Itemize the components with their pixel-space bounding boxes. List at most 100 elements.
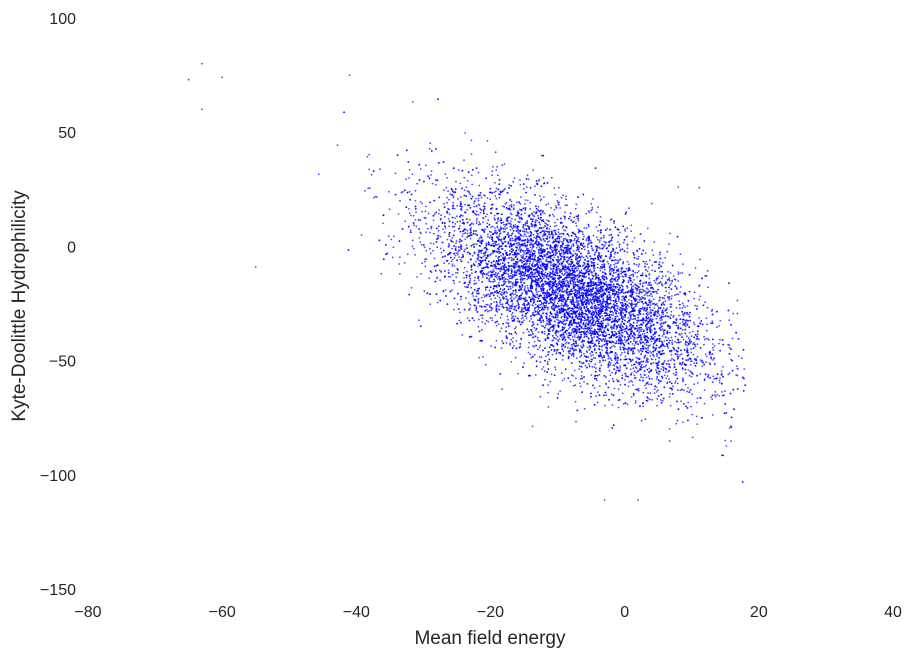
data-point bbox=[549, 264, 552, 267]
data-point bbox=[554, 231, 557, 234]
data-point bbox=[466, 317, 469, 319]
data-point bbox=[648, 274, 651, 276]
data-point bbox=[562, 274, 565, 277]
data-point bbox=[692, 373, 694, 376]
data-point bbox=[684, 306, 686, 308]
data-point bbox=[718, 325, 720, 327]
data-point bbox=[561, 359, 564, 361]
data-point bbox=[588, 344, 591, 347]
data-point bbox=[668, 277, 671, 279]
data-point bbox=[631, 343, 634, 345]
data-point bbox=[626, 307, 629, 310]
data-point bbox=[491, 225, 494, 228]
data-point bbox=[668, 331, 671, 334]
data-point bbox=[526, 287, 529, 289]
data-point bbox=[711, 320, 714, 322]
data-point bbox=[553, 293, 555, 296]
data-point bbox=[512, 253, 514, 256]
data-point bbox=[370, 173, 373, 176]
data-point bbox=[527, 351, 530, 354]
data-point bbox=[612, 312, 615, 314]
data-point bbox=[626, 287, 629, 289]
data-point bbox=[609, 326, 612, 329]
data-point bbox=[568, 352, 570, 354]
data-point bbox=[399, 199, 401, 202]
data-point bbox=[669, 359, 672, 362]
data-point bbox=[613, 266, 616, 269]
data-point bbox=[474, 233, 477, 236]
data-point bbox=[609, 364, 612, 366]
data-point bbox=[442, 189, 445, 192]
data-point bbox=[704, 353, 707, 355]
data-point bbox=[535, 285, 538, 288]
data-point bbox=[713, 378, 715, 380]
data-point bbox=[483, 294, 485, 296]
data-point bbox=[507, 222, 510, 225]
data-point bbox=[667, 347, 670, 349]
data-point bbox=[511, 282, 514, 285]
data-point bbox=[542, 349, 544, 352]
data-point bbox=[536, 336, 539, 339]
data-point bbox=[480, 235, 482, 238]
data-point bbox=[703, 402, 706, 405]
data-point bbox=[544, 378, 546, 381]
data-point bbox=[455, 180, 457, 183]
data-point bbox=[632, 285, 635, 288]
data-point bbox=[595, 377, 598, 380]
data-point bbox=[463, 176, 466, 179]
data-point bbox=[565, 195, 567, 198]
data-point bbox=[507, 308, 509, 310]
data-point bbox=[727, 373, 730, 376]
data-point bbox=[495, 339, 498, 342]
data-point bbox=[496, 174, 499, 177]
data-point bbox=[583, 235, 585, 238]
data-point bbox=[612, 305, 615, 308]
data-point bbox=[431, 182, 434, 185]
data-point bbox=[653, 279, 656, 282]
data-point bbox=[696, 397, 699, 399]
data-point bbox=[635, 342, 637, 345]
data-point bbox=[569, 279, 572, 282]
data-point bbox=[541, 368, 543, 371]
data-point bbox=[646, 314, 649, 317]
data-point bbox=[597, 306, 600, 309]
data-point bbox=[550, 176, 553, 179]
data-point bbox=[644, 262, 646, 265]
data-point bbox=[468, 274, 471, 277]
data-point bbox=[517, 372, 519, 375]
data-point bbox=[652, 355, 655, 358]
data-point bbox=[553, 230, 556, 232]
data-point bbox=[572, 283, 575, 286]
data-point bbox=[661, 262, 664, 264]
data-point bbox=[531, 425, 534, 428]
data-point bbox=[575, 420, 577, 423]
data-point bbox=[575, 357, 578, 359]
data-point bbox=[594, 357, 597, 359]
data-point bbox=[618, 231, 621, 234]
data-point bbox=[547, 244, 549, 247]
data-point bbox=[613, 364, 616, 367]
data-point bbox=[403, 262, 406, 264]
data-point bbox=[622, 241, 625, 244]
data-point bbox=[550, 248, 553, 251]
data-point bbox=[477, 197, 480, 200]
data-point bbox=[642, 302, 645, 305]
data-point bbox=[455, 242, 457, 245]
data-point bbox=[538, 355, 541, 358]
data-point bbox=[477, 249, 480, 251]
data-point bbox=[547, 406, 550, 408]
data-point bbox=[548, 302, 550, 305]
data-point bbox=[490, 298, 492, 301]
data-point bbox=[591, 247, 593, 250]
data-point bbox=[690, 340, 693, 343]
data-point bbox=[463, 277, 465, 279]
data-point bbox=[582, 288, 584, 291]
data-point bbox=[458, 319, 461, 322]
data-point bbox=[567, 259, 570, 262]
data-point bbox=[457, 251, 460, 253]
data-point bbox=[592, 356, 595, 359]
data-point bbox=[494, 195, 497, 198]
data-point bbox=[640, 347, 642, 350]
data-point bbox=[500, 255, 502, 257]
data-point bbox=[424, 210, 427, 213]
